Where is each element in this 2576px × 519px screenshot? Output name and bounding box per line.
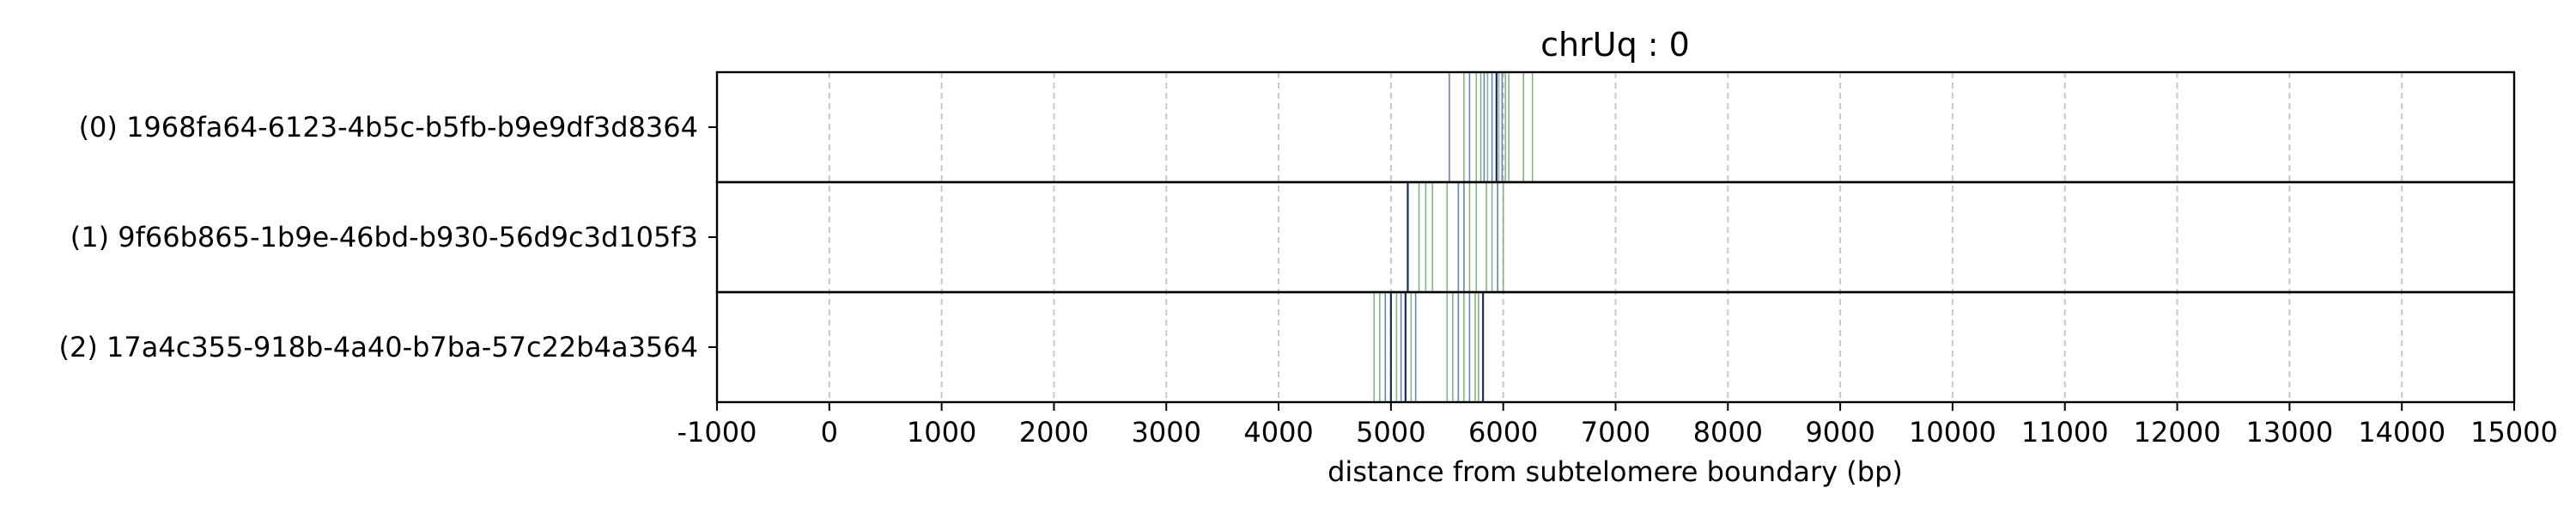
chart-title: chrUq : 0 xyxy=(1540,26,1690,64)
x-tick-label: 15000 xyxy=(2470,416,2558,449)
x-tick-label: 10000 xyxy=(1909,416,1996,449)
x-tick-label: 1000 xyxy=(907,416,976,449)
x-tick-label: 13000 xyxy=(2245,416,2333,449)
x-tick-label: 9000 xyxy=(1805,416,1874,449)
x-tick-label: 14000 xyxy=(2358,416,2445,449)
grid-layer xyxy=(828,72,2403,402)
x-tick-label: 7000 xyxy=(1581,416,1650,449)
x-tick-label: 12000 xyxy=(2134,416,2221,449)
x-axis-label: distance from subtelomere boundary (bp) xyxy=(1327,455,1903,488)
x-tick-label: -1000 xyxy=(677,416,757,449)
x-tick-label: 2000 xyxy=(1019,416,1089,449)
x-tick-labels: -1000 0 1000 2000 3000 4000 5000 6000 7000 8000 90… xyxy=(677,402,2558,449)
row-label: (1) 9f66b865-1b9e-46bd-b930-56d9c3d105f3 xyxy=(70,221,698,253)
x-tick-label: 8000 xyxy=(1693,416,1763,449)
row-label: (2) 17a4c355-918b-4a40-b7ba-57c22b4a3564 xyxy=(59,331,698,363)
x-tick-label: 11000 xyxy=(2021,416,2109,449)
y-tick-labels: (0) 1968fa64-6123-4b5c-b5fb-b9e9df3d8364… xyxy=(59,111,717,363)
row-label: (0) 1968fa64-6123-4b5c-b5fb-b9e9df3d8364 xyxy=(79,111,698,143)
x-tick-label: 6000 xyxy=(1468,416,1538,449)
x-tick-label: 5000 xyxy=(1356,416,1425,449)
x-tick-label: 0 xyxy=(821,416,838,449)
x-tick-label: 4000 xyxy=(1243,416,1313,449)
x-tick-label: 3000 xyxy=(1132,416,1201,449)
marks-layer xyxy=(1373,72,1534,402)
